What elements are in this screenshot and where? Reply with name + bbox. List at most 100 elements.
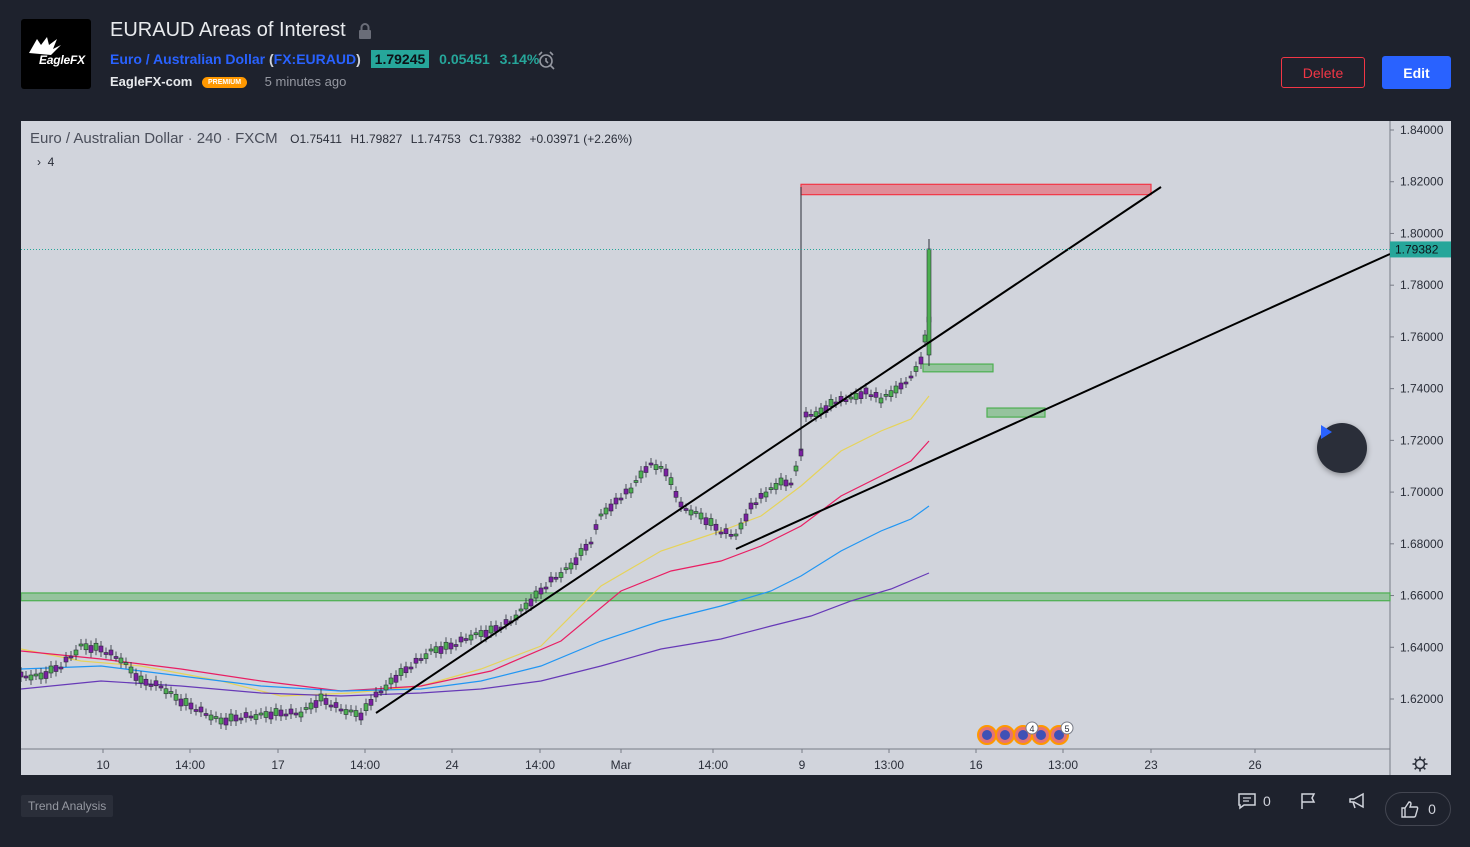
ma-purple-line <box>21 572 930 697</box>
candle <box>73 649 79 656</box>
candle <box>478 630 484 637</box>
candle <box>418 658 424 661</box>
candle <box>393 674 399 683</box>
candle <box>68 655 74 659</box>
price-axis-background <box>1390 121 1451 775</box>
candle <box>698 512 704 520</box>
price-tick-label: 1.62000 <box>1400 692 1444 706</box>
candle <box>88 645 94 653</box>
candle <box>658 466 664 469</box>
last-price-label-bg <box>1390 241 1451 258</box>
candle <box>368 699 374 706</box>
candle <box>673 491 679 498</box>
candle <box>778 477 784 486</box>
candle <box>268 711 274 720</box>
candle <box>348 709 354 713</box>
event-count: 4 <box>1029 724 1034 734</box>
candle <box>473 632 479 636</box>
lock-icon <box>359 23 371 39</box>
candle <box>913 366 919 372</box>
time-tick-label: 24 <box>445 758 459 772</box>
candle <box>243 712 249 718</box>
candle <box>63 656 69 663</box>
candle <box>143 678 149 686</box>
author-link[interactable]: EagleFX-com <box>110 74 193 89</box>
symbol-name-link[interactable]: Euro / Australian Dollar <box>110 51 266 67</box>
candle <box>648 462 654 466</box>
candle <box>618 497 624 501</box>
candle <box>633 480 639 483</box>
candle <box>678 501 684 508</box>
replay-play-button[interactable] <box>1317 423 1367 473</box>
tag-trend-analysis[interactable]: Trend Analysis <box>21 795 114 817</box>
candle <box>333 702 339 708</box>
alarm-clock-icon[interactable] <box>536 50 556 70</box>
legend-symbol: Euro / Australian Dollar <box>30 130 184 147</box>
price-tick-label: 1.66000 <box>1400 589 1444 603</box>
megaphone-icon <box>1349 792 1364 809</box>
candle <box>43 671 49 679</box>
ma-red-line <box>21 440 930 692</box>
time-axis-background <box>21 749 1390 775</box>
candle <box>168 691 174 694</box>
candle <box>558 572 564 578</box>
event-flag-icon <box>995 725 1015 745</box>
candle <box>758 493 764 499</box>
candle <box>328 704 334 708</box>
candle <box>922 334 928 343</box>
candle <box>398 668 404 676</box>
indicators-toggle[interactable]: › 4 <box>37 155 54 169</box>
comment-icon <box>1238 793 1256 810</box>
candle <box>373 691 379 698</box>
candle <box>533 590 539 599</box>
time-tick-label: 13:00 <box>874 758 904 772</box>
candle <box>203 713 209 716</box>
candle <box>228 713 234 722</box>
candle <box>213 716 219 719</box>
chart-canvas[interactable]: 1.84000 1.82000 1.80000 1.78000 1.76000 1.740… <box>21 121 1451 775</box>
price-tick-label: 1.84000 <box>1400 123 1444 137</box>
candle <box>768 487 774 490</box>
candle <box>303 707 309 710</box>
like-button[interactable]: 0 <box>1385 792 1451 826</box>
edit-button[interactable]: Edit <box>1382 56 1451 89</box>
candle <box>903 381 909 385</box>
candle <box>433 646 439 654</box>
candle <box>293 712 299 716</box>
candle <box>383 684 389 691</box>
chart-area[interactable]: 1.84000 1.82000 1.80000 1.78000 1.76000 1.740… <box>21 121 1451 775</box>
comments-button[interactable]: 0 <box>1237 792 1271 810</box>
candle <box>718 531 724 535</box>
report-button[interactable] <box>1299 792 1317 810</box>
candle <box>518 608 524 612</box>
candle <box>723 528 729 534</box>
time-tick-label: 14:00 <box>525 758 555 772</box>
candle <box>248 715 254 719</box>
gear-icon <box>1412 756 1428 772</box>
symbol-ticker-link[interactable]: FX:EURAUD <box>273 51 357 67</box>
share-button[interactable] <box>1348 792 1368 810</box>
brand-logo[interactable]: EagleFX <box>21 19 91 89</box>
candle <box>98 645 104 653</box>
candle <box>358 712 364 721</box>
candle <box>123 662 129 665</box>
candle <box>463 638 469 641</box>
candle <box>263 711 269 718</box>
candle <box>593 524 599 530</box>
candle <box>298 711 304 718</box>
candle <box>193 709 199 712</box>
author-row: EagleFX-com PREMIUM 5 minutes ago <box>110 74 346 89</box>
candle <box>728 534 734 537</box>
last-candle <box>926 248 932 356</box>
event-count-badge <box>1025 721 1039 735</box>
candle <box>103 652 109 655</box>
price-tick-label: 1.78000 <box>1400 278 1444 292</box>
candle <box>313 700 319 708</box>
candle <box>863 387 869 395</box>
likes-count: 0 <box>1428 801 1436 817</box>
candle <box>793 465 799 472</box>
delete-button[interactable]: Delete <box>1281 57 1365 88</box>
candle <box>453 644 459 647</box>
candle <box>428 648 434 652</box>
chevron-right-icon: › <box>37 155 41 169</box>
